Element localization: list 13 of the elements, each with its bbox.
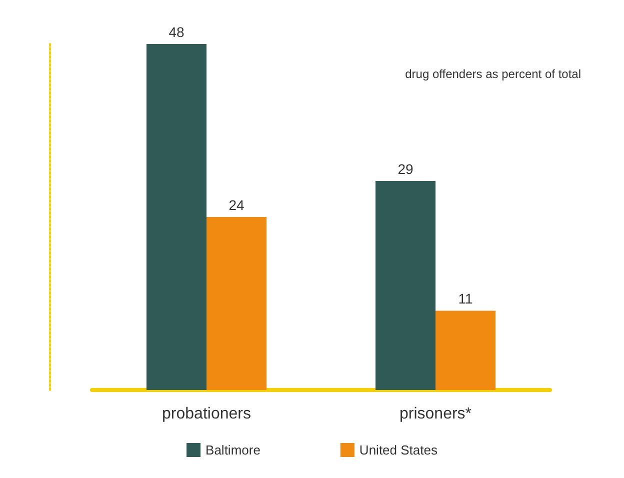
legend-label: United States xyxy=(359,442,438,458)
legend-label: Baltimore xyxy=(206,442,260,458)
bar xyxy=(376,180,436,390)
x-tick-label: prisoners* xyxy=(399,406,472,422)
bar xyxy=(206,217,266,390)
data-label: 29 xyxy=(398,160,414,177)
bar xyxy=(146,44,206,390)
bar xyxy=(436,310,496,390)
x-tick-label: probationers xyxy=(162,406,251,422)
data-label: 24 xyxy=(228,197,244,213)
text: drug offenders as percent of total xyxy=(405,67,582,81)
data-label: 11 xyxy=(458,290,473,307)
data-label: 48 xyxy=(168,24,184,40)
